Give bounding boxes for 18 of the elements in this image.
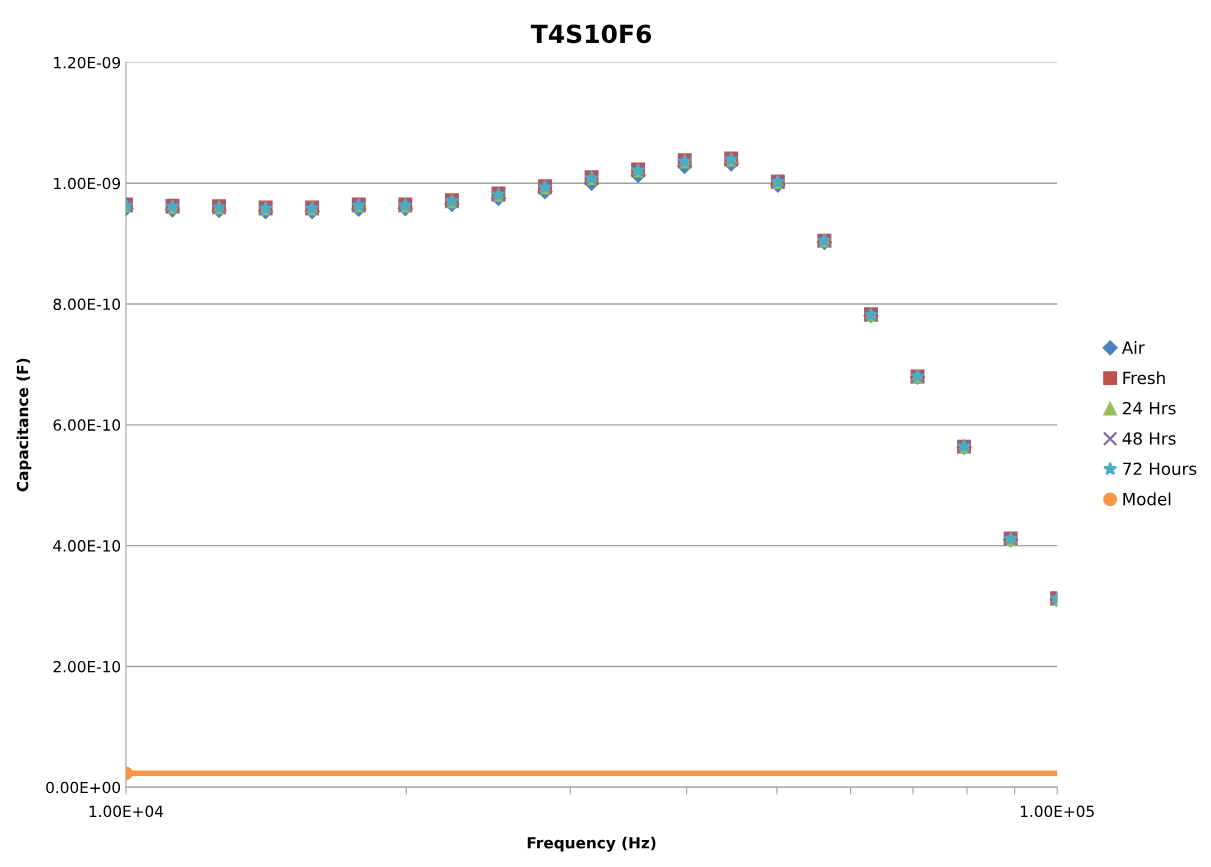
y-tick-label: 2.00E-10 [53, 660, 121, 673]
y-tick-label: 1.00E-09 [54, 177, 121, 190]
legend-label: Fresh [1123, 371, 1165, 385]
y-tick-label: 4.00E-10 [53, 540, 121, 552]
y-tick-label: 0.00E+00 [46, 781, 121, 794]
y-tick-label: 6.00E-10 [53, 419, 121, 431]
legend-label: Model [1123, 492, 1171, 506]
y-tick-label: 8.00E-10 [53, 298, 121, 311]
y-axis-title: Capacitance (F) [16, 358, 32, 492]
x-axis-title: Frequency (Hz) [527, 836, 656, 852]
y-tick-label: 1.20E-09 [54, 56, 121, 69]
legend-label: Air [1121, 341, 1145, 354]
chart-title: T4S10F6 [530, 24, 652, 44]
legend-label: 24 Hrs [1123, 401, 1176, 415]
legend-label: 48 Hrs [1122, 432, 1176, 445]
legend-label: 72 Hours [1123, 462, 1197, 476]
x-tick-label: 1.00E+04 [89, 805, 164, 818]
x-tick-label: 1.00E+05 [1020, 805, 1094, 818]
